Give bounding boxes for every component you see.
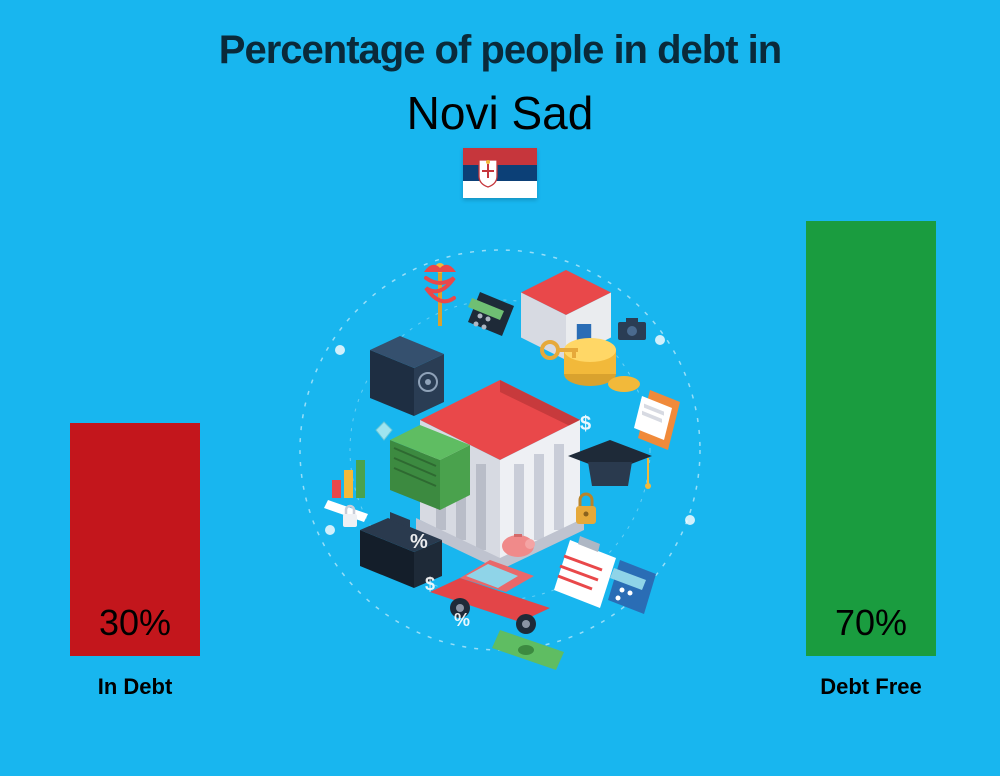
title-line1: Percentage of people in debt in	[0, 28, 1000, 73]
bar-in-debt-value: 30%	[99, 602, 171, 644]
serbia-flag-icon	[463, 148, 537, 198]
bar-in-debt: 30% In Debt	[70, 423, 200, 700]
clipboard-icon	[554, 536, 616, 608]
svg-text:%: %	[454, 610, 470, 630]
svg-text:%: %	[410, 531, 428, 553]
bar-debt-free-label: Debt Free	[820, 674, 921, 700]
svg-text:$: $	[580, 413, 591, 435]
infographic-canvas: Percentage of people in debt in Novi Sad	[0, 0, 1000, 776]
flag-stripe-top	[463, 148, 537, 165]
calculator2-icon	[608, 560, 656, 614]
car-icon	[430, 560, 550, 634]
graduation-cap-icon	[568, 440, 652, 489]
banknote-icon	[492, 630, 564, 670]
calculator-icon	[468, 292, 514, 336]
safe-icon	[370, 336, 444, 416]
bar-debt-free-value: 70%	[835, 602, 907, 644]
phone-icon	[634, 390, 680, 450]
flag-stripe-bot	[463, 181, 537, 198]
camera-icon	[618, 318, 646, 340]
coins-icon	[564, 338, 640, 392]
bar-in-debt-rect: 30%	[70, 423, 200, 656]
padlock-icon	[576, 494, 596, 524]
bar-in-debt-label: In Debt	[98, 674, 173, 700]
bar-debt-free: 70% Debt Free	[806, 221, 936, 700]
svg-text:$: $	[425, 574, 435, 594]
caduceus-icon	[424, 263, 456, 326]
flag-coat-of-arms-icon	[477, 158, 499, 188]
bar-debt-free-rect: 70%	[806, 221, 936, 656]
title-line2: Novi Sad	[0, 86, 1000, 140]
flag-stripe-mid	[463, 165, 537, 182]
finance-illustration-icon: $ $ % %	[280, 230, 720, 670]
diamond-icon	[376, 422, 392, 440]
